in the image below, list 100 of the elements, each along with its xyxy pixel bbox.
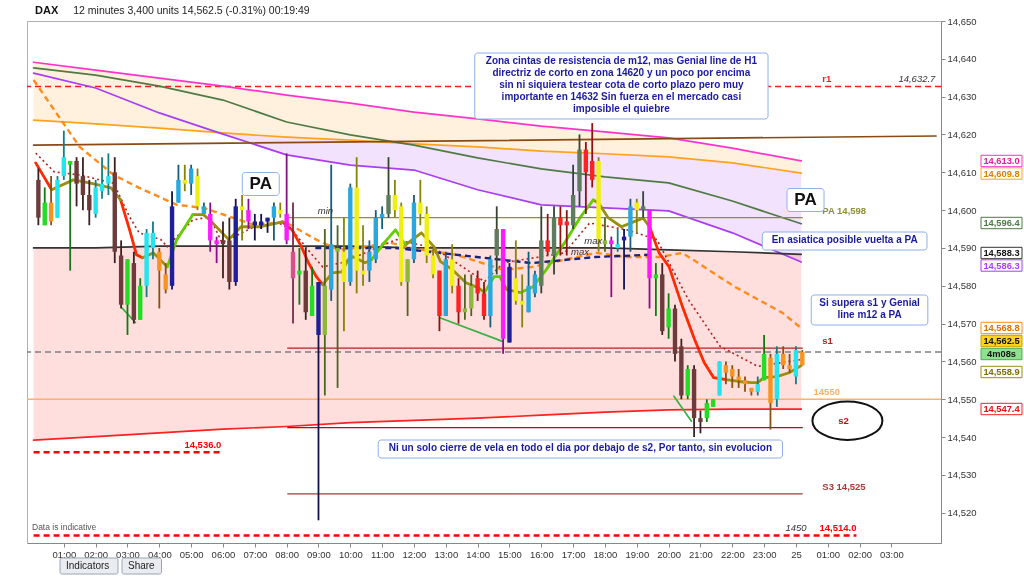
candlestick (157, 247, 162, 310)
annotation: 14,632.7 (898, 73, 937, 85)
text: 14,588.3 (983, 248, 1020, 258)
x-tick-label: 05:00 (179, 548, 204, 560)
x-tick-label: 19:00 (625, 548, 650, 560)
candlestick (246, 197, 251, 230)
candlestick (640, 190, 646, 219)
text: PA 14,598 (822, 204, 867, 216)
candlestick (520, 273, 525, 329)
x-tick-label: 03:00 (116, 548, 140, 560)
annotation: En asiatica posible vuelta a PA (771, 234, 918, 245)
x-tick-label: 15:00 (498, 548, 522, 560)
chart-subtitle: 12 minutes 3,400 units 14,562.5 (-0.31%) 00:19:49 (73, 4, 310, 16)
candlestick (335, 224, 340, 389)
candlestick (87, 178, 92, 227)
x-tick-label: 02:00 (848, 548, 872, 560)
annotation: Ni un solo cierre de vela en todo el dia por debajo de s2, Por tanto, sin evolucion (388, 442, 773, 453)
candlestick (405, 258, 410, 317)
series-label: 14,536.0 (184, 439, 222, 451)
y-tick-label: 14,640 (947, 53, 977, 65)
candlestick (666, 292, 671, 340)
ref-line-label: r1 (822, 73, 832, 85)
candlestick (558, 205, 563, 257)
series-label: 14,514.0 (819, 522, 857, 534)
candlestick (214, 235, 219, 264)
candlestick (61, 129, 67, 181)
x-tick-label: 10:00 (338, 548, 363, 560)
text: 14,558.9 (983, 367, 1020, 377)
y-tick-label: 14,560 (947, 355, 977, 367)
x-tick-label: 14:00 (466, 548, 491, 560)
candlestick (545, 213, 550, 257)
candlestick (239, 194, 245, 242)
candlestick (367, 239, 372, 283)
candlestick (653, 262, 659, 317)
y-tick-label: 14,650 (947, 15, 977, 27)
x-tick-label: 11:00 (371, 548, 395, 560)
candlestick (704, 398, 710, 423)
y-tick-label: 14,620 (947, 128, 977, 140)
candlestick (106, 152, 111, 196)
x-tick-label: 17:00 (561, 548, 586, 560)
text: 14,609.8 (983, 168, 1020, 179)
y-tick-label: 14,520 (947, 507, 977, 519)
x-tick-label: 13:00 (434, 548, 459, 560)
y-tick-label: 14,600 (947, 204, 977, 216)
annotation: Data is indicative (32, 522, 97, 532)
ref-line-label: 14550 (813, 386, 840, 398)
candlestick (386, 156, 391, 219)
text: Indicators (66, 560, 110, 571)
annotation: Si supera s1 y Genial line m12 a PA (819, 297, 921, 320)
x-tick-label: 04:00 (147, 548, 172, 560)
text: 4m08s (987, 349, 1016, 359)
annotation: max (571, 246, 591, 258)
candlestick (730, 364, 735, 389)
annotation: 1450 (785, 522, 808, 534)
candlestick (271, 201, 277, 242)
candlestick (590, 122, 595, 189)
x-tick-label: 21:00 (689, 548, 713, 560)
candlestick (188, 163, 194, 196)
text: Share (128, 560, 156, 571)
y-tick-label: 14,570 (947, 318, 977, 330)
y-tick-label: 14,610 (947, 166, 977, 178)
annotation: PA (249, 174, 272, 193)
y-tick-label: 14,590 (947, 242, 977, 254)
candlestick (74, 156, 79, 208)
candlestick (609, 235, 614, 299)
x-tick-label: 16:00 (529, 548, 554, 560)
x-tick-label: 25 (791, 548, 802, 560)
candlestick (220, 220, 226, 280)
candlestick (698, 409, 703, 435)
candlestick (475, 269, 480, 302)
text: 14,547.4 (983, 404, 1021, 414)
text: 14,613.0 (983, 156, 1020, 166)
x-tick-label: 09:00 (307, 548, 331, 560)
candlestick (392, 178, 398, 219)
candlestick (252, 213, 258, 242)
x-tick-label: 18:00 (593, 548, 618, 560)
x-tick-label: 02:00 (84, 548, 109, 560)
candlestick (182, 163, 187, 193)
x-tick-label: 07:00 (243, 548, 268, 560)
text: 14,562.5 (983, 336, 1020, 346)
x-tick-label: 03:00 (880, 548, 904, 560)
y-tick-label: 14,550 (947, 393, 977, 405)
candlestick (787, 352, 792, 374)
chart-title: DAX (35, 4, 59, 16)
candlestick (755, 375, 760, 397)
candlestick (163, 262, 168, 295)
candlestick (602, 216, 608, 253)
candlestick (564, 209, 569, 257)
y-tick-label: 14,580 (947, 280, 977, 292)
candlestick (723, 360, 729, 386)
candlestick (150, 220, 156, 261)
text: 14,596.4 (983, 218, 1021, 228)
candlestick (176, 163, 181, 204)
text: 14,586.3 (983, 260, 1020, 271)
text: 14,568.8 (983, 323, 1020, 333)
y-tick-label: 14,540 (947, 431, 977, 443)
x-tick-label: 08:00 (275, 548, 300, 560)
candlestick (80, 156, 86, 212)
candlestick (513, 239, 519, 306)
annotation: Zona cintas de resistencia de m12, mas Genial line de H1 directriz de corto en zona 14620 y un poco por encima sin ni siquiera testear cota de corto plazo pero muy importante en 14632 Sin fuerza en el mercado casi imposible el quiebre (485, 55, 758, 114)
